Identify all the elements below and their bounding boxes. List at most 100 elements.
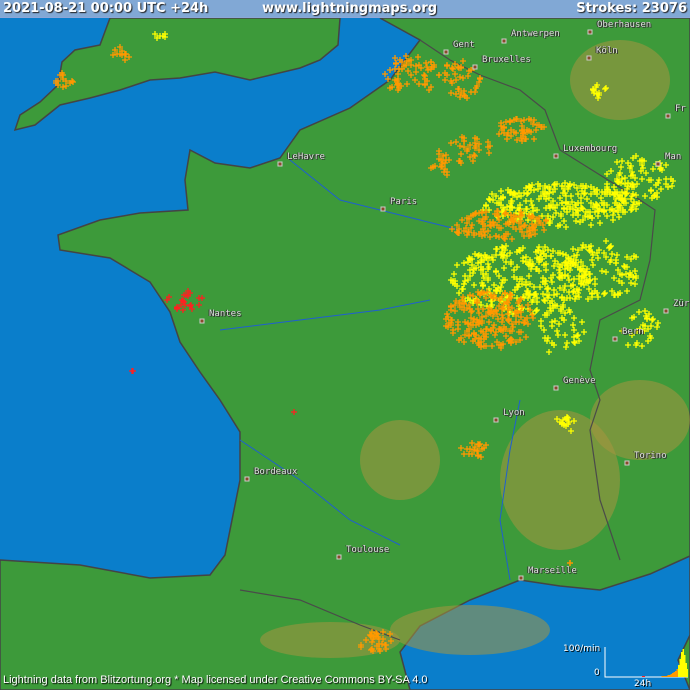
strike-mark: [528, 129, 534, 135]
strike-mark: [530, 315, 536, 321]
strike-mark: [523, 185, 529, 191]
strike-mark: [483, 442, 489, 448]
strike-mark: [601, 207, 607, 213]
strike-mark: [577, 266, 583, 272]
strike-mark: [469, 440, 475, 446]
strike-mark: [117, 44, 123, 50]
strike-mark: [503, 119, 509, 125]
city-marker: [380, 206, 386, 212]
strike-mark: [554, 202, 560, 208]
strike-mark: [475, 453, 481, 459]
strike-mark: [126, 54, 132, 60]
strike-mark: [468, 89, 474, 95]
strike-mark: [519, 229, 525, 235]
strike-mark: [443, 323, 449, 329]
strike-mark: [571, 339, 577, 345]
strike-mark: [452, 302, 458, 308]
city-label: Gent: [453, 40, 475, 50]
strike-mark: [637, 158, 643, 164]
strike-mark: [513, 313, 519, 319]
strike-mark: [470, 293, 476, 299]
strike-mark: [552, 258, 558, 264]
strike-mark: [560, 190, 566, 196]
strike-mark: [476, 310, 482, 316]
strike-mark: [594, 191, 600, 197]
strike-mark: [442, 160, 448, 166]
strike-mark: [544, 338, 550, 344]
mountain-relief: [260, 622, 400, 658]
strike-mark: [529, 299, 535, 305]
strike-mark: [476, 442, 482, 448]
strike-mark: [575, 247, 581, 253]
strike-mark: [425, 67, 431, 73]
strike-mark: [428, 165, 434, 171]
strike-mark: [473, 85, 479, 91]
strike-mark: [549, 319, 555, 325]
strike-mark: [508, 198, 514, 204]
city-marker: [277, 161, 283, 167]
strike-mark: [645, 326, 651, 332]
strike-mark: [619, 328, 625, 334]
city-marker: [336, 554, 342, 560]
strike-mark: [496, 131, 502, 137]
strike-mark: [490, 313, 496, 319]
strike-mark: [579, 245, 585, 251]
strike-mark: [504, 136, 510, 142]
strike-mark: [622, 190, 628, 196]
strike-mark: [514, 194, 520, 200]
strike-mark: [454, 283, 460, 289]
histogram-bar: [663, 676, 665, 677]
strike-mark: [505, 220, 511, 226]
strike-mark: [501, 125, 507, 131]
strike-mark: [609, 251, 615, 257]
strike-mark: [567, 267, 573, 273]
strike-mark: [466, 216, 472, 222]
strike-mark: [570, 246, 576, 252]
strike-mark: [518, 224, 524, 230]
strike-mark: [526, 213, 532, 219]
strike-mark: [507, 337, 513, 343]
histogram-bar: [661, 676, 663, 677]
city-label: Paris: [390, 197, 418, 207]
strike-mark: [542, 244, 548, 250]
strike-mark: [627, 165, 633, 171]
strike-mark: [518, 193, 524, 199]
strike-mark: [511, 219, 517, 225]
strike-mark: [448, 140, 454, 146]
strike-mark: [595, 95, 601, 101]
strike-mark: [393, 61, 399, 67]
site-link[interactable]: www.lightningmaps.org: [262, 1, 438, 16]
strike-mark: [560, 417, 566, 423]
strike-mark: [572, 340, 578, 346]
city-markers: [199, 29, 671, 581]
histogram-bar: [682, 649, 684, 677]
strike-mark: [629, 169, 635, 175]
strike-mark: [554, 303, 560, 309]
strike-mark: [436, 72, 442, 78]
strike-mark: [518, 209, 524, 215]
strike-mark: [527, 307, 533, 313]
strike-mark: [545, 285, 551, 291]
strike-mark: [519, 138, 525, 144]
strike-mark: [380, 636, 386, 642]
strike-mark: [552, 318, 558, 324]
strike-mark: [461, 339, 467, 345]
strike-mark: [625, 183, 631, 189]
strike-mark: [531, 224, 537, 230]
strike-mark: [630, 182, 636, 188]
strike-mark: [454, 262, 460, 268]
strike-mark: [461, 451, 467, 457]
strike-mark: [396, 66, 402, 72]
strike-mark: [472, 336, 478, 342]
strike-mark: [520, 255, 526, 261]
strike-mark: [568, 263, 574, 269]
strike-mark: [612, 292, 618, 298]
strike-mark: [612, 190, 618, 196]
strike-mark: [499, 306, 505, 312]
strike-mark: [511, 190, 517, 196]
strike-mark: [592, 281, 598, 287]
strike-mark: [475, 289, 481, 295]
strike-mark: [464, 446, 470, 452]
city-marker: [612, 336, 618, 342]
